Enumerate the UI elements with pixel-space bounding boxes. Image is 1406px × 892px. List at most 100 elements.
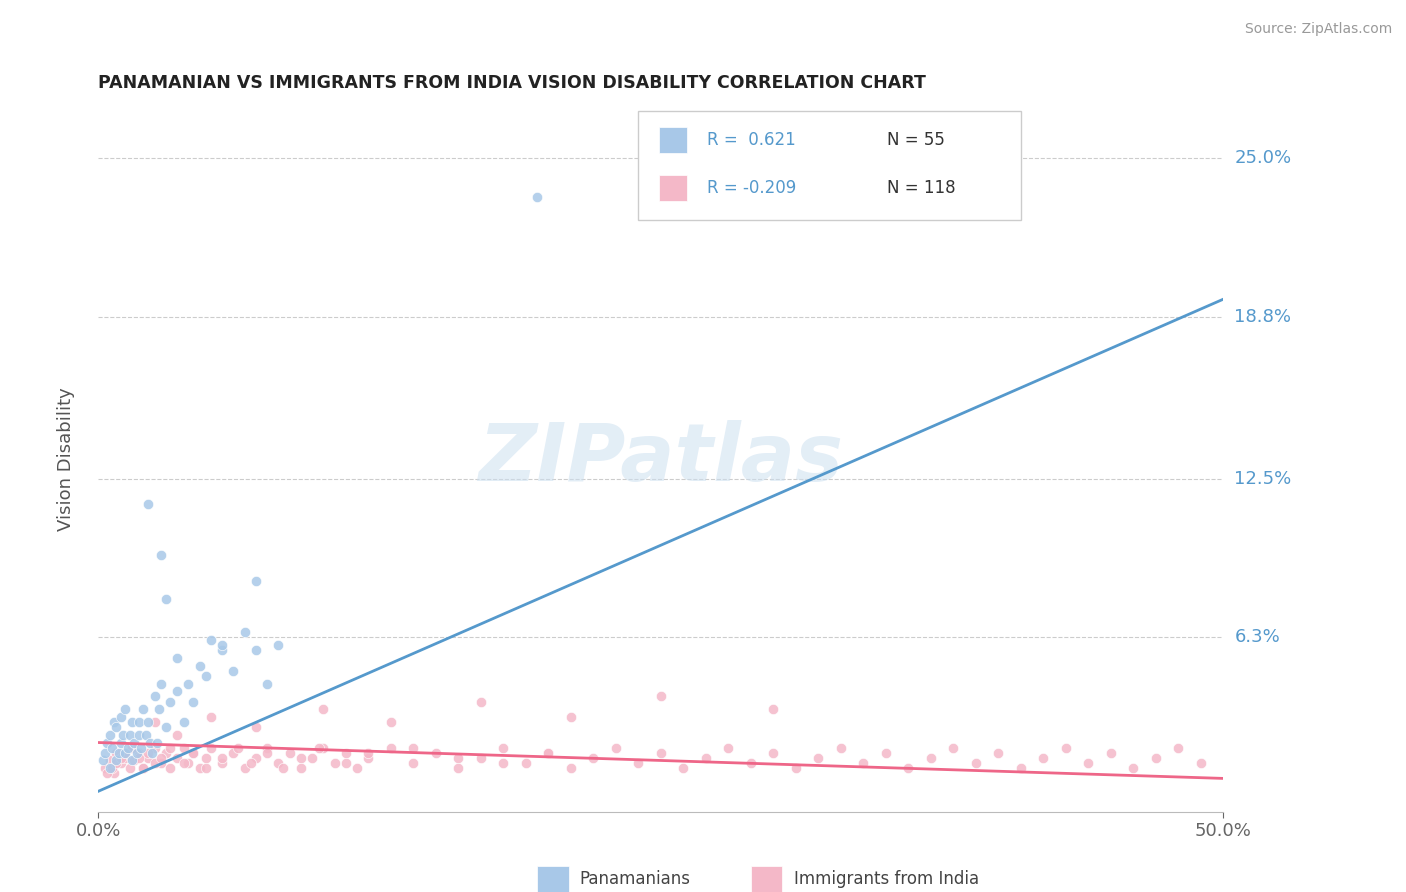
Point [101,761,124,775]
Point [125,746,148,760]
Point [650,690,672,704]
Point [308,740,330,755]
Point [177,676,200,690]
Point [128,714,150,729]
Point [211,756,233,770]
Point [105,746,128,760]
Point [312,702,335,716]
Point [920,751,942,765]
Point [267,756,290,770]
Point [181,746,204,760]
Point [188,658,211,673]
Text: ZIPatlas: ZIPatlas [478,420,844,499]
Point [271,761,294,775]
Point [105,754,128,768]
Point [136,751,159,765]
Point [121,740,143,755]
Point [200,740,222,755]
Point [98,761,121,775]
Point [124,735,146,749]
Point [128,746,150,760]
Point [1167,740,1189,755]
Point [136,714,159,729]
Point [200,710,222,724]
Point [132,702,155,716]
Point [105,756,128,770]
Point [150,549,173,563]
Point [173,714,195,729]
Point [143,714,166,729]
Point [582,751,605,765]
Point [112,728,135,742]
Point [177,756,200,770]
Point [155,720,177,734]
Point [301,751,323,765]
Point [211,643,233,657]
Point [114,746,136,760]
Point [110,751,132,765]
Point [1054,740,1077,755]
Point [492,756,515,770]
Point [159,694,181,708]
Point [852,756,875,770]
Text: N = 118: N = 118 [887,179,956,197]
Point [166,728,188,742]
Point [139,735,162,749]
Point [312,740,335,755]
Point [128,728,150,742]
Point [166,751,188,765]
Point [402,756,425,770]
FancyBboxPatch shape [658,128,688,153]
Point [965,756,987,770]
Point [211,638,233,652]
Point [110,735,132,749]
Point [117,740,139,755]
Point [103,766,125,780]
Point [380,714,402,729]
Point [245,751,267,765]
Text: 6.3%: 6.3% [1234,629,1279,647]
Point [188,761,211,775]
Point [402,740,425,755]
Point [118,761,141,775]
Point [1189,756,1212,770]
Point [278,746,301,760]
Point [222,746,245,760]
Point [173,756,195,770]
Point [96,735,118,749]
Text: Panamanians: Panamanians [579,870,690,888]
Point [121,754,143,768]
Point [425,746,447,760]
Point [357,751,380,765]
Point [121,740,143,755]
Point [98,754,121,768]
Point [830,740,852,755]
Point [195,669,218,683]
FancyBboxPatch shape [658,176,688,201]
Point [141,746,163,760]
Point [132,761,155,775]
Point [195,751,218,765]
Point [537,746,560,760]
Point [132,761,155,775]
Text: 18.8%: 18.8% [1234,308,1291,326]
Point [222,664,245,678]
Point [256,746,278,760]
Point [150,676,173,690]
Point [136,746,159,760]
Point [256,676,278,690]
Point [740,756,762,770]
Point [226,740,249,755]
Point [146,735,169,749]
Point [717,740,740,755]
Point [1010,761,1032,775]
Text: Source: ZipAtlas.com: Source: ZipAtlas.com [1244,22,1392,37]
Point [672,761,695,775]
Point [200,633,222,648]
Point [245,720,267,734]
Point [114,702,136,716]
Point [346,761,368,775]
Text: PANAMANIAN VS IMMIGRANTS FROM INDIA VISION DISABILITY CORRELATION CHART: PANAMANIAN VS IMMIGRANTS FROM INDIA VISI… [98,74,927,92]
Point [94,746,117,760]
Y-axis label: Vision Disability: Vision Disability [56,387,75,532]
